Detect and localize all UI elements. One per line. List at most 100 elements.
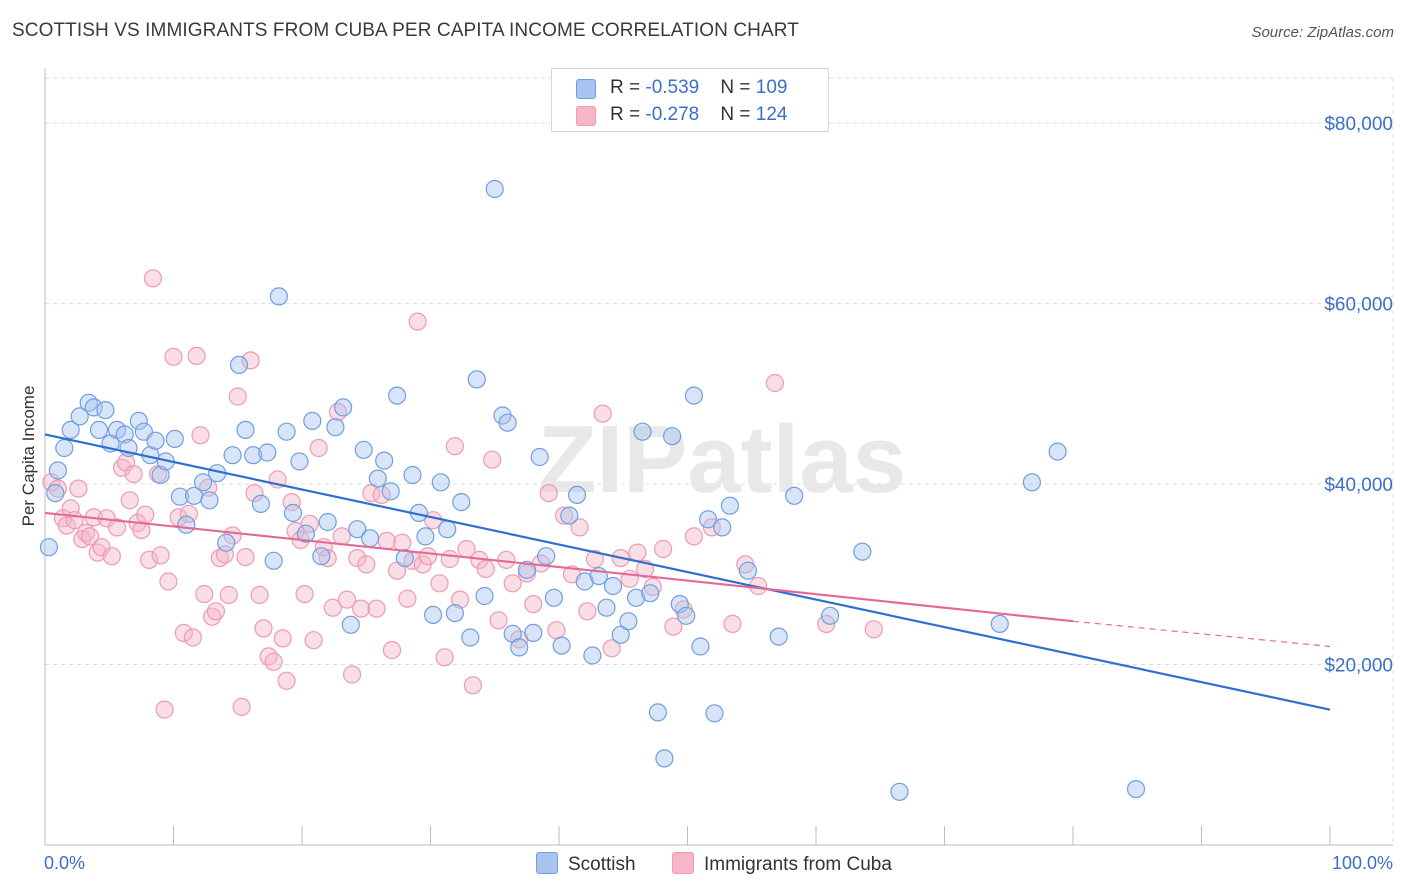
point-scottish <box>560 506 579 525</box>
point-cuba <box>120 491 139 510</box>
point-scottish <box>498 413 517 432</box>
point-scottish <box>361 529 380 548</box>
point-scottish <box>475 586 494 606</box>
point-scottish <box>115 425 134 444</box>
point-scottish <box>684 386 704 405</box>
y-tick-label: $80,000 <box>1324 114 1393 135</box>
point-cuba <box>254 619 273 638</box>
point-cuba <box>323 598 342 617</box>
x-tick-labels: 0.0% 100.0% <box>44 853 1393 873</box>
point-cuba <box>273 629 292 648</box>
bottom-legend-cuba: Immigrants from Cuba <box>672 852 892 876</box>
legend-r-label: R = <box>610 104 646 125</box>
point-scottish <box>619 612 638 631</box>
legend-n-label: N = <box>720 104 756 125</box>
bottom-legend-label-cuba: Immigrants from Cuba <box>704 854 892 875</box>
point-scottish <box>70 407 89 426</box>
trend-lines <box>44 433 1331 711</box>
point-cuba <box>578 602 597 621</box>
point-scottish <box>1048 442 1067 461</box>
point-scottish <box>258 443 277 462</box>
point-scottish <box>326 418 345 437</box>
point-scottish <box>655 749 674 768</box>
point-scottish <box>626 588 646 607</box>
point-scottish <box>264 551 283 570</box>
point-cuba <box>195 584 214 604</box>
point-scottish <box>820 606 840 625</box>
point-cuba <box>451 590 470 609</box>
point-cuba <box>300 514 319 533</box>
point-scottish <box>530 447 549 467</box>
point-scottish <box>785 486 804 505</box>
point-cuba <box>61 499 80 518</box>
point-scottish <box>223 446 242 465</box>
bottom-legend-swatch-cuba <box>672 852 694 874</box>
point-cuba <box>382 640 402 660</box>
correlation-legend: R = -0.539 N = 109 R = -0.278 N = 124 <box>551 68 829 132</box>
point-cuba <box>304 631 323 650</box>
point-cuba <box>80 527 100 546</box>
point-scottish <box>720 496 740 515</box>
x-tick-label-min: 0.0% <box>44 853 85 873</box>
data-points <box>39 179 1146 801</box>
point-cuba <box>483 450 502 469</box>
y-tick-label: $40,000 <box>1324 475 1393 496</box>
x-tick-label-max: 100.0% <box>1332 853 1393 873</box>
point-cuba <box>489 611 508 630</box>
point-scottish <box>354 440 373 459</box>
point-scottish <box>96 401 115 420</box>
point-cuba <box>92 538 111 557</box>
point-cuba <box>377 531 396 551</box>
legend-swatch-scottish <box>576 79 596 99</box>
point-cuba <box>435 648 454 667</box>
point-cuba <box>277 671 296 690</box>
point-cuba <box>259 647 278 666</box>
point-scottish <box>662 427 682 446</box>
point-cuba <box>143 269 162 288</box>
point-cuba <box>232 697 251 717</box>
point-scottish <box>648 703 668 722</box>
bottom-legend-swatch-scottish <box>536 852 558 874</box>
point-cuba <box>219 585 238 605</box>
point-scottish <box>524 623 543 643</box>
legend-r-label: R = <box>610 77 646 98</box>
point-cuba <box>503 574 522 593</box>
point-cuba <box>445 437 464 456</box>
point-scottish <box>217 533 236 552</box>
point-scottish <box>1126 779 1146 799</box>
point-scottish <box>452 493 471 512</box>
point-scottish <box>283 503 303 523</box>
point-cuba <box>547 621 566 640</box>
point-cuba <box>408 312 427 331</box>
bottom-legend-label-scottish: Scottish <box>568 854 636 875</box>
point-cuba <box>187 346 206 365</box>
point-scottish <box>575 572 594 591</box>
point-scottish <box>55 438 74 458</box>
point-scottish <box>395 548 414 568</box>
point-scottish <box>552 636 571 655</box>
point-scottish <box>318 512 337 532</box>
point-cuba <box>245 484 264 503</box>
point-scottish <box>129 411 148 430</box>
y-tick-label: $60,000 <box>1324 295 1393 316</box>
point-scottish <box>334 398 353 417</box>
point-cuba <box>570 518 589 537</box>
point-cuba <box>236 547 255 567</box>
legend-r-value: -0.278 <box>645 104 700 125</box>
point-scottish <box>990 614 1009 634</box>
point-scottish <box>146 431 165 450</box>
point-cuba <box>398 589 417 608</box>
point-cuba <box>628 543 647 562</box>
point-cuba <box>765 373 785 393</box>
point-cuba <box>539 484 558 503</box>
point-scottish <box>485 179 504 199</box>
point-scottish <box>251 494 270 513</box>
point-scottish <box>603 576 623 596</box>
point-cuba <box>367 599 386 618</box>
point-scottish <box>165 429 184 448</box>
point-scottish <box>341 615 360 634</box>
point-scottish <box>705 704 724 723</box>
point-cuba <box>102 547 121 566</box>
point-cuba <box>191 426 210 445</box>
point-scottish <box>567 485 587 504</box>
